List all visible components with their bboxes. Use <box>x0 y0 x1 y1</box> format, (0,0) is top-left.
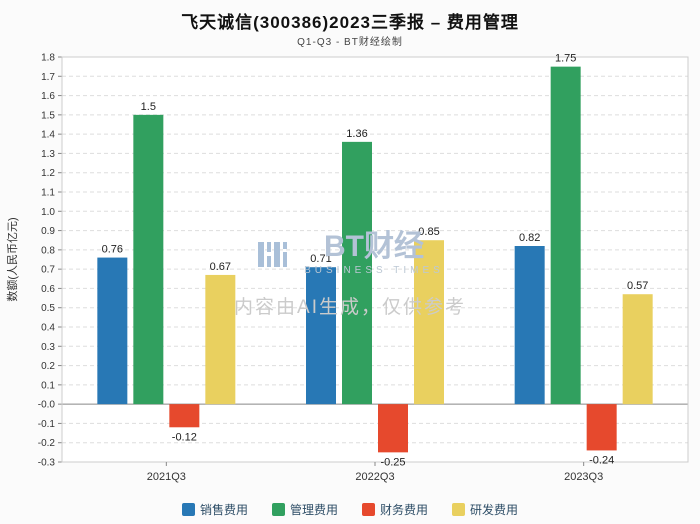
bar-s2-c1 <box>378 404 408 453</box>
legend-item-3: 研发费用 <box>452 501 518 518</box>
legend-swatch <box>362 503 375 516</box>
y-tick-label: 0.3 <box>41 342 55 353</box>
value-label: 1.75 <box>555 53 576 65</box>
bar-s1-c0 <box>133 114 164 405</box>
chart-title: 飞天诚信(300386)2023三季报 – 费用管理 <box>181 13 519 32</box>
value-label: -0.25 <box>380 456 405 468</box>
bar-s0-c1 <box>306 267 336 405</box>
y-tick-label: -0.0 <box>38 400 56 411</box>
bar-s0-c0 <box>97 257 128 405</box>
bar-s3-c0 <box>205 274 236 405</box>
y-tick-label: 0.2 <box>41 361 55 372</box>
y-tick-label: 1.6 <box>41 91 55 102</box>
y-tick-label: 1.7 <box>41 72 55 83</box>
legend-item-2: 财务费用 <box>362 501 428 518</box>
y-tick-label: 0.8 <box>41 245 55 256</box>
value-label: 0.76 <box>102 244 123 256</box>
value-label: 0.82 <box>519 232 540 244</box>
y-tick-label: 1.4 <box>41 130 55 141</box>
value-label: 0.71 <box>310 253 331 265</box>
y-tick-label: 0.1 <box>41 380 55 391</box>
x-tick-label: 2022Q3 <box>355 471 394 483</box>
value-label: 0.57 <box>627 280 648 292</box>
value-label: 0.67 <box>210 261 231 273</box>
y-tick-label: -0.3 <box>38 458 56 469</box>
y-tick-label: 1.8 <box>41 53 55 64</box>
value-label: 1.5 <box>141 101 156 113</box>
y-tick-label: 1.1 <box>41 188 55 199</box>
y-tick-label: -0.1 <box>38 419 56 430</box>
y-tick-label: 0.4 <box>41 323 55 334</box>
value-label: 1.36 <box>346 128 367 140</box>
x-tick-label: 2021Q3 <box>147 471 186 483</box>
plot-area <box>62 57 688 462</box>
bar-s3-c2 <box>622 294 653 405</box>
y-tick-label: 1.3 <box>41 149 55 160</box>
legend-item-0: 销售费用 <box>181 501 248 518</box>
y-tick-label: -0.2 <box>38 438 56 449</box>
y-axis-title: 数额(人民币亿元) <box>6 217 19 301</box>
y-tick-label: 0.7 <box>41 265 55 276</box>
bar-s2-c0 <box>169 404 200 428</box>
y-tick-label: 0.6 <box>41 284 55 295</box>
x-tick-label: 2023Q3 <box>564 471 603 483</box>
legend-label: 管理费用 <box>289 503 338 517</box>
y-tick-label: 1.2 <box>41 168 55 179</box>
value-label: 0.85 <box>418 226 439 238</box>
value-label: -0.12 <box>172 431 197 443</box>
bar-s3-c1 <box>414 240 444 405</box>
value-label: -0.24 <box>589 454 614 466</box>
legend-swatch <box>181 503 195 516</box>
legend-swatch <box>452 503 466 516</box>
legend-label: 财务费用 <box>380 503 429 517</box>
chart-subtitle: Q1-Q3 - BT财经绘制 <box>297 37 403 48</box>
legend-swatch <box>271 503 285 516</box>
legend-label: 研发费用 <box>470 503 519 517</box>
chart-legend: 销售费用 管理费用 财务费用 研发费用 <box>0 501 700 518</box>
legend-item-1: 管理费用 <box>271 501 338 518</box>
bar-s0-c2 <box>514 246 545 405</box>
bar-s1-c2 <box>550 66 581 405</box>
y-tick-label: 0.5 <box>41 303 55 314</box>
bar-s2-c2 <box>586 404 617 451</box>
y-tick-label: 1.0 <box>41 207 55 218</box>
bar-s1-c1 <box>342 141 372 405</box>
y-tick-label: 0.9 <box>41 226 55 237</box>
legend-label: 销售费用 <box>199 503 248 517</box>
y-tick-label: 1.5 <box>41 110 55 121</box>
